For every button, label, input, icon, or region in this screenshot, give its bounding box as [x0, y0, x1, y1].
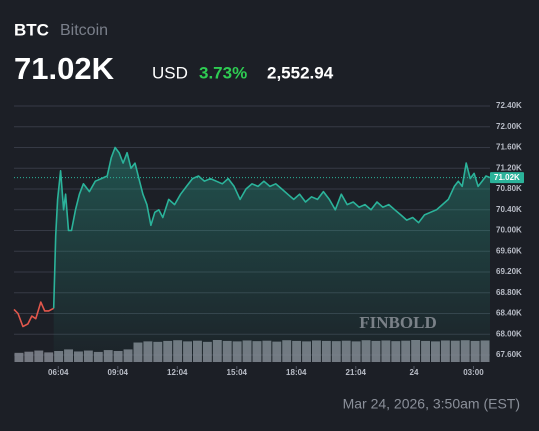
x-tick-label: 09:04	[108, 368, 129, 377]
y-tick-label: 70.00K	[496, 226, 522, 235]
y-tick-label: 71.60K	[496, 143, 522, 152]
volume-bar	[14, 352, 24, 362]
y-tick-label: 68.80K	[496, 288, 522, 297]
change: 2,552.94	[267, 63, 334, 82]
y-tick-label: 69.60K	[496, 246, 522, 255]
volume-bar	[44, 352, 54, 362]
x-tick-label: 18:04	[286, 368, 307, 377]
x-tick-label: 15:04	[227, 368, 248, 377]
currency: USD	[152, 63, 188, 82]
last-price-label: 71.02K	[494, 173, 520, 182]
change-percent: 3.73%	[199, 63, 247, 82]
y-tick-label: 72.40K	[496, 101, 522, 110]
y-tick-label: 70.80K	[496, 184, 522, 193]
y-tick-label: 67.60K	[496, 350, 522, 359]
y-tick-label: 72.00K	[496, 122, 522, 131]
x-tick-label: 03:00	[463, 368, 484, 377]
area	[53, 147, 490, 362]
x-tick-label: 12:04	[167, 368, 188, 377]
watermark: FINBOLD	[359, 313, 436, 332]
y-tick-label: 69.20K	[496, 267, 522, 276]
volume-bar	[34, 350, 44, 362]
y-tick-label: 68.40K	[496, 309, 522, 318]
timestamp: Mar 24, 2026, 3:50am (EST)	[343, 396, 520, 412]
y-tick-label: 70.40K	[496, 205, 522, 214]
x-tick-label: 24	[410, 368, 419, 377]
asset-name: Bitcoin	[60, 22, 108, 39]
y-tick-label: 71.20K	[496, 163, 522, 172]
ticker: BTC	[14, 20, 49, 39]
last-price-box	[490, 172, 524, 184]
x-tick-label: 06:04	[48, 368, 69, 377]
y-tick-label: 68.00K	[496, 329, 522, 338]
x-tick-label: 21:04	[346, 368, 367, 377]
volume-bar	[24, 351, 34, 362]
price-line	[52, 146, 491, 309]
price: 71.02K	[14, 51, 115, 86]
price-line	[13, 301, 55, 328]
